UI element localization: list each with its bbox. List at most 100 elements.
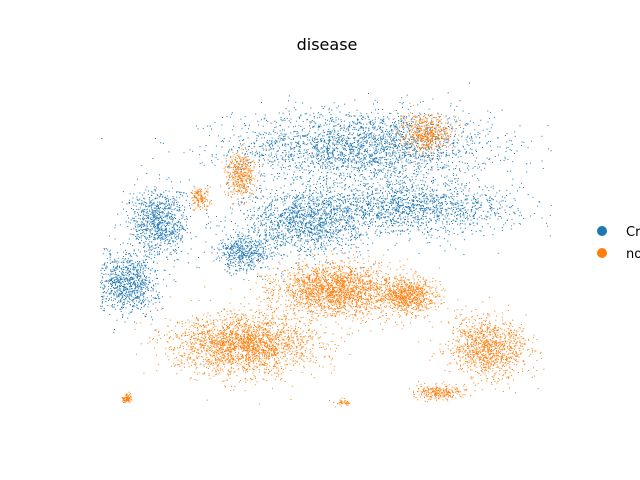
data-point: [358, 202, 360, 203]
data-point: [306, 134, 308, 136]
data-point: [455, 186, 457, 188]
data-point: [339, 151, 341, 153]
data-point: [342, 142, 344, 144]
data-point: [284, 134, 286, 136]
data-point: [314, 213, 316, 215]
data-point: [302, 135, 304, 137]
data-point: [446, 152, 448, 154]
data-point: [448, 169, 450, 171]
data-point: [406, 131, 408, 133]
data-point: [223, 141, 224, 143]
data-point: [248, 124, 250, 126]
data-point: [315, 144, 317, 146]
data-point: [480, 206, 482, 208]
data-point: [361, 114, 363, 116]
data-point: [390, 200, 392, 202]
data-point: [410, 209, 412, 211]
data-point: [413, 150, 415, 151]
data-point: [310, 141, 312, 143]
data-point: [397, 147, 399, 149]
data-point: [278, 112, 280, 114]
data-point: [417, 173, 419, 175]
data-point: [327, 163, 329, 165]
data-point: [435, 142, 437, 144]
data-point: [303, 149, 305, 151]
data-point: [192, 150, 194, 152]
data-point: [380, 201, 382, 203]
data-point: [417, 219, 419, 221]
data-point: [317, 198, 319, 200]
data-point: [268, 210, 270, 212]
data-point: [365, 135, 367, 137]
data-point: [438, 129, 440, 131]
data-point: [357, 135, 359, 137]
data-point: [337, 141, 339, 143]
data-point: [362, 214, 364, 216]
data-point: [316, 144, 318, 146]
data-point: [364, 168, 366, 170]
data-point: [307, 148, 309, 150]
data-point: [399, 171, 401, 173]
data-point: [417, 163, 419, 165]
data-point: [409, 125, 410, 127]
data-point: [446, 141, 448, 143]
data-point: [454, 119, 456, 121]
data-point: [392, 187, 393, 189]
data-point: [323, 240, 325, 242]
data-point: [376, 139, 378, 140]
data-point: [290, 223, 292, 225]
data-point: [450, 213, 452, 215]
data-point: [265, 154, 267, 155]
data-point: [500, 217, 502, 219]
data-point: [307, 165, 309, 167]
data-point: [154, 138, 156, 139]
data-point: [395, 205, 397, 207]
data-point: [463, 239, 465, 241]
data-point: [336, 141, 338, 143]
data-point: [283, 166, 284, 168]
data-point: [344, 120, 346, 122]
data-point: [279, 245, 281, 247]
data-point: [469, 82, 470, 84]
data-point: [337, 147, 339, 149]
data-point: [330, 219, 332, 220]
data-point: [398, 160, 400, 162]
data-point: [336, 240, 338, 241]
data-point: [364, 166, 366, 168]
data-point: [517, 190, 518, 192]
data-point: [382, 200, 384, 202]
data-point: [383, 146, 384, 148]
data-point: [274, 237, 276, 238]
data-point: [410, 136, 412, 138]
data-point: [345, 178, 346, 180]
data-point: [435, 205, 437, 207]
data-point: [457, 149, 459, 151]
data-point: [523, 141, 525, 143]
data-point: [409, 211, 411, 213]
data-point: [305, 190, 307, 192]
data-point: [393, 195, 395, 197]
data-point: [458, 207, 460, 209]
data-point: [291, 153, 293, 155]
data-point: [417, 167, 419, 169]
data-point: [398, 130, 400, 131]
data-point: [357, 207, 359, 209]
data-point: [348, 175, 350, 177]
data-point: [382, 138, 383, 140]
data-point: [378, 206, 380, 208]
data-point: [393, 199, 395, 201]
data-point: [288, 157, 290, 159]
data-point: [374, 141, 376, 143]
data-point: [358, 143, 360, 145]
data-point: [392, 200, 394, 202]
data-point: [351, 134, 353, 136]
data-point: [335, 247, 337, 249]
data-point: [445, 115, 447, 117]
data-point: [389, 153, 391, 155]
data-point: [360, 234, 362, 236]
data-point: [328, 111, 330, 113]
data-point: [379, 201, 381, 203]
data-point: [327, 136, 329, 138]
data-point: [346, 143, 348, 145]
data-point: [472, 167, 474, 169]
